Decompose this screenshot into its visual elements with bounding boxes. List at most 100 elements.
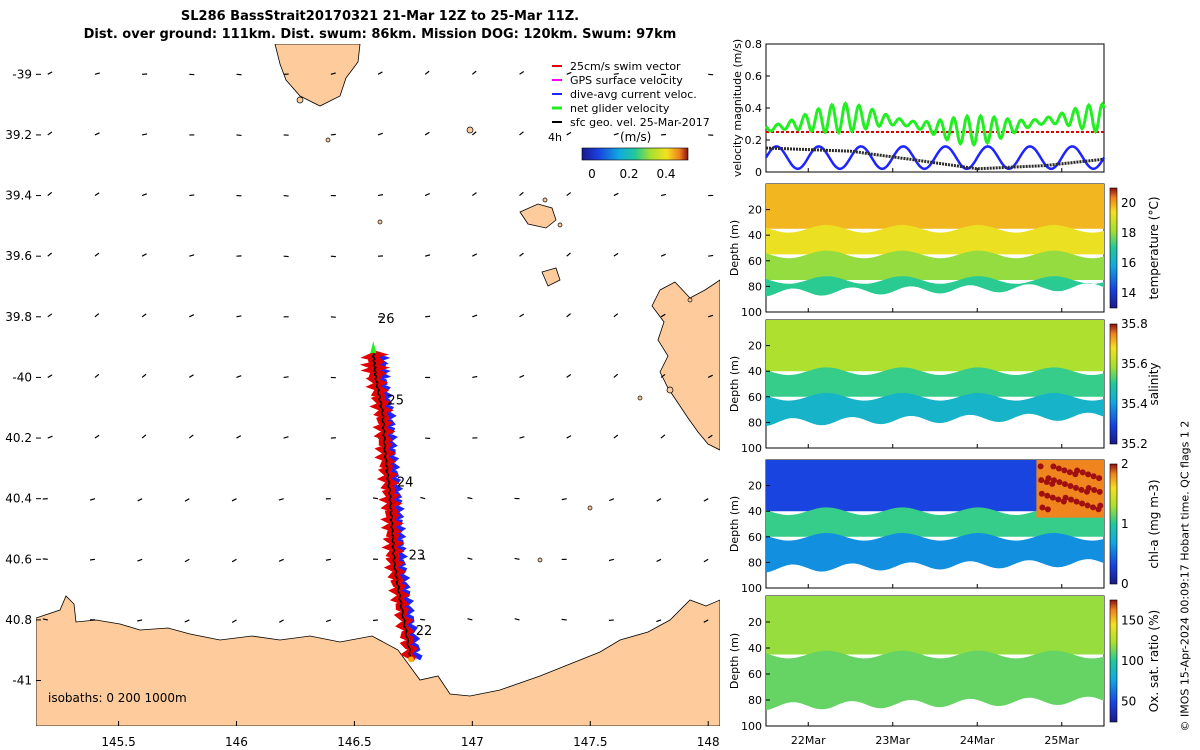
geo-velocity-arrow (141, 193, 148, 197)
glider-path (371, 352, 413, 660)
geo-velocity-arrow (707, 434, 713, 439)
geo-velocity-arrow (278, 498, 284, 501)
colorbar-tick-label: 35.4 (1121, 397, 1148, 411)
colorbar-tick-0: 0 (588, 167, 596, 181)
colorbar-tick-label: 18 (1121, 226, 1136, 240)
legend-net: net glider velocity (570, 102, 670, 115)
geo-velocity-arrow (137, 558, 143, 562)
map-x-tick-label: 146 (225, 735, 248, 749)
temperature-section-panel: 20 40 60 80 100 Depth (m) 14 16 18 20 temperature … (728, 183, 1161, 319)
track-end-marker (370, 341, 377, 354)
depth-tick-label: 100 (741, 720, 762, 733)
map-y-tick-label: 39.6 (5, 249, 32, 263)
colorbar-tick-label: 150 (1121, 613, 1144, 627)
geo-velocity-arrow (608, 619, 614, 622)
day-label: 23 (409, 548, 426, 563)
chla-hotspot (1072, 484, 1079, 491)
geo-velocity-arrow (283, 436, 289, 439)
colorbar-tick-label: 16 (1121, 256, 1136, 270)
depth-tick-label: 40 (748, 642, 762, 655)
geo-velocity-arrow (90, 498, 96, 501)
colorbar-label: chl-a (mg m-3) (1147, 479, 1161, 568)
velocity-ylabel: velocity magnitude (m/s) (731, 39, 744, 177)
geo-velocity-arrow (514, 618, 520, 621)
geo-velocity-arrow (613, 72, 619, 75)
legend-4h: 4h (548, 131, 562, 144)
colorbar-tick-label: 1 (1121, 517, 1129, 531)
section-layer (766, 276, 1104, 297)
geo-velocity-arrow (47, 313, 53, 318)
geo-velocity-arrow (188, 374, 194, 378)
geo-velocity-arrow (94, 373, 100, 378)
geo-velocity-arrow (708, 254, 714, 257)
section-layer (766, 184, 1104, 229)
geo-velocity-arrow (561, 618, 567, 621)
section-layer (766, 507, 1104, 537)
geo-velocity-arrow (330, 133, 336, 136)
geo-velocity-arrow (377, 132, 383, 136)
geo-velocity-arrow (467, 557, 473, 560)
depth-ylabel: Depth (m) (728, 633, 741, 689)
velocity-y-tick-label: 0.6 (745, 70, 763, 83)
geo-velocity-arrow (372, 619, 379, 622)
depth-tick-label: 100 (741, 306, 762, 319)
legend-current: dive-avg current veloc. (570, 88, 697, 101)
section-layer (766, 393, 1104, 427)
section-colorbar (1109, 323, 1118, 445)
geo-velocity-arrow (425, 254, 431, 257)
geo-velocity-arrow (467, 618, 473, 621)
geo-velocity-arrow (561, 498, 567, 501)
geo-velocity-arrow (471, 192, 477, 197)
colorbar-tick-label: 14 (1121, 286, 1136, 300)
geo-velocity-arrow (656, 619, 662, 623)
island (687, 297, 693, 303)
geo-velocity-arrow (141, 373, 147, 378)
day-label: 25 (387, 394, 404, 409)
chla-hotspot (1061, 467, 1068, 474)
figure-title-line1: SL286 BassStrait20170321 21-Mar 12Z to 2… (180, 9, 580, 24)
chla-hotspot (1050, 463, 1057, 470)
geo-velocity-arrow (420, 496, 426, 500)
chla-hotspot (1096, 475, 1103, 482)
day-label: 24 (397, 476, 414, 491)
map-y-tick-label: -40 (12, 370, 32, 384)
section-layer (766, 596, 1104, 655)
colorbar-tick-2: 0.4 (656, 167, 675, 181)
depth-ylabel: Depth (m) (728, 356, 741, 412)
section-layer (766, 460, 1104, 512)
geo-velocity-arrow (566, 252, 571, 257)
geo-velocity-arrow (519, 71, 524, 75)
geo-velocity-arrow (707, 374, 713, 378)
chla-hotspot (1062, 494, 1069, 501)
geo-velocity-arrow (613, 132, 619, 136)
geo-velocity-arrow (566, 313, 571, 318)
depth-tick-label: 60 (748, 255, 762, 268)
geo-velocity-arrow (472, 253, 478, 257)
time-tick-label: 22Mar (791, 734, 826, 747)
figure-title-line2: Dist. over ground: 111km. Dist. swum: 86… (83, 27, 677, 42)
geo-velocity-arrow (94, 434, 100, 439)
depth-tick-label: 20 (748, 204, 762, 217)
geo-velocity-arrow (566, 131, 572, 136)
chla-hotspot (1066, 469, 1073, 476)
geo-velocity-arrow (660, 373, 666, 378)
colorbar-units: (m/s) (620, 130, 651, 144)
geo-velocity-arrow (325, 558, 331, 561)
glider-track (359, 341, 423, 663)
island (666, 386, 674, 394)
map-y-tick-label: 40.6 (5, 552, 32, 566)
net-velocity-line (764, 101, 1106, 148)
section-layer (766, 650, 1104, 711)
geo-velocity-arrow (94, 72, 100, 75)
geo-velocity-arrow (47, 131, 53, 136)
chla-hotspot (1091, 486, 1098, 493)
chla-hotspot (1068, 496, 1075, 503)
day-labels: 26 25 24 23 22 (378, 312, 432, 639)
chla-hotspot (1055, 465, 1062, 472)
geo-velocity-arrow (236, 435, 242, 439)
chla-hotspot (1097, 502, 1104, 509)
geo-velocity-arrow (47, 191, 53, 197)
geostrophic-velocity-arrows (42, 70, 714, 623)
depth-tick-label: 40 (748, 229, 762, 242)
